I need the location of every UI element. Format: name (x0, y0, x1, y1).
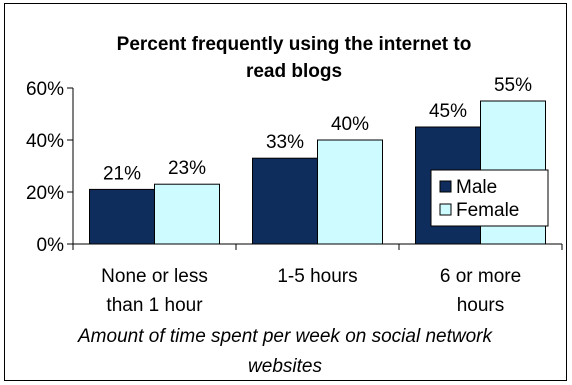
x-axis-label-line-1: Amount of time spent per week on social … (77, 326, 493, 347)
bar-value-label: 21% (103, 163, 141, 184)
chart-title: Percent frequently using the internet to… (117, 34, 472, 82)
bar-female (317, 139, 383, 245)
x-axis-label-line-2: websites (248, 356, 322, 377)
bar-value-label: 40% (331, 114, 369, 135)
bar-male (89, 188, 155, 245)
x-category-label: 6 or more (440, 266, 521, 287)
x-category-label: than 1 hour (106, 295, 203, 316)
x-category-label: None or less (101, 266, 208, 287)
x-category-label: hours (457, 295, 505, 316)
y-tick-label: 40% (26, 131, 64, 152)
bar-value-label: 33% (266, 132, 304, 153)
bar-value-label: 23% (168, 158, 206, 179)
legend-label-female: Female (456, 200, 519, 221)
legend-label-male: Male (456, 177, 497, 198)
x-category-label: 1-5 hours (277, 266, 357, 287)
bar-value-label: 45% (429, 101, 467, 122)
y-tick-label: 20% (26, 183, 64, 204)
chart-title-line-1: Percent frequently using the internet to (117, 34, 472, 55)
legend-box (430, 169, 549, 227)
x-axis-label: Amount of time spent per week on social … (77, 326, 493, 377)
legend-swatch-male (439, 180, 452, 193)
y-axis: 0% 20% 40% 60% (26, 79, 74, 256)
y-tick-label: 0% (37, 235, 65, 256)
bar-value-label: 55% (494, 75, 532, 96)
bar-female (154, 183, 220, 245)
bar-male (252, 157, 318, 245)
chart-title-line-2: read blogs (246, 61, 342, 82)
y-tick-label: 60% (26, 79, 64, 100)
legend-swatch-female (439, 203, 452, 216)
x-axis: None or less than 1 hour 1-5 hours 6 or mor… (72, 243, 563, 316)
